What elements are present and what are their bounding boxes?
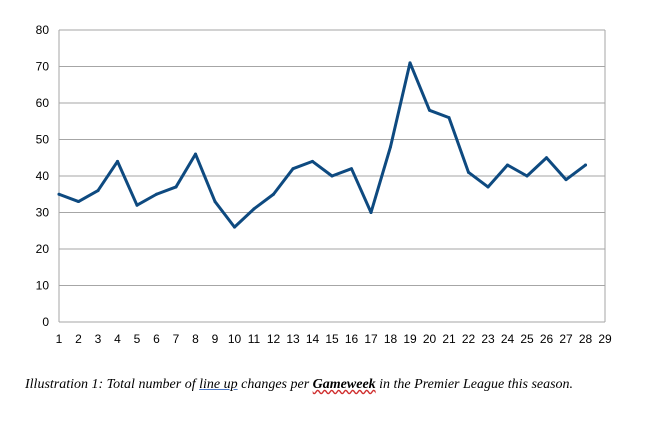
data-point [311,159,314,163]
data-point [467,170,470,174]
x-tick-label: 9 [212,332,219,346]
x-tick-label: 12 [267,332,281,346]
data-point [155,192,158,196]
data-point [272,192,275,196]
y-tick-label: 80 [36,23,50,37]
caption-underlined-1: line up [199,377,238,392]
y-tick-label: 20 [36,242,50,256]
x-tick-label: 18 [384,332,398,346]
x-tick-label: 15 [325,332,339,346]
x-tick-label: 16 [345,332,359,346]
data-point [428,108,431,112]
y-tick-label: 40 [36,169,50,183]
x-tick-label: 27 [559,332,573,346]
x-tick-label: 23 [481,332,495,346]
x-tick-label: 14 [306,332,320,346]
x-tick-label: 5 [134,332,141,346]
data-point [545,156,548,160]
y-tick-label: 0 [42,315,49,329]
x-tick-label: 20 [423,332,437,346]
data-point [330,174,334,178]
data-point [77,200,80,204]
x-tick-label: 7 [173,332,180,346]
series-lines [57,61,587,229]
data-point [408,61,412,65]
x-tick-label: 13 [286,332,300,346]
x-tick-label: 25 [520,332,534,346]
data-point [213,200,217,204]
data-point [233,225,236,229]
x-tick-label: 29 [598,332,612,346]
x-tick-label: 4 [114,332,121,346]
data-point [174,185,178,189]
x-tick-labels: 1 2 3 4 5 6 7 8 9 10 11 12 13 14 15 16 17 18 19 20 21 22 23 24 2… [56,332,612,346]
y-tick-label: 70 [36,60,50,74]
x-tick-label: 1 [56,332,63,346]
x-tick-label: 26 [540,332,554,346]
data-point [584,163,587,167]
x-tick-label: 17 [364,332,378,346]
x-tick-label: 24 [501,332,515,346]
x-tick-label: 22 [462,332,476,346]
data-point [564,178,568,182]
x-tick-label: 19 [403,332,417,346]
x-tick-label: 21 [442,332,456,346]
data-point [350,167,353,171]
caption-middle: changes per [237,377,313,392]
data-point [506,163,509,167]
series-line [57,61,587,229]
x-tick-label: 6 [153,332,160,346]
data-point [194,152,197,156]
x-tick-label: 8 [192,332,199,346]
data-point [369,211,373,214]
data-point [57,192,61,196]
x-tick-label: 28 [579,332,593,346]
data-point [252,207,256,211]
y-tick-label: 30 [36,206,50,220]
x-tick-label: 11 [248,332,261,346]
caption-suffix: in the Premier League this season. [375,377,574,392]
caption-underlined-2: Gameweek [312,377,376,392]
caption-prefix: Illustration 1: Total number of [25,377,200,392]
x-tick-label: 10 [228,332,242,346]
y-tick-label: 60 [36,96,50,110]
x-tick-label: 3 [95,332,102,346]
y-tick-label: 10 [36,279,50,293]
y-tick-label: 50 [36,133,50,147]
data-point [116,159,119,163]
data-point [486,185,490,189]
data-point [96,189,100,193]
data-point [447,116,451,120]
figure-caption: Illustration 1: Total number of line up … [25,375,625,394]
data-point [135,203,139,207]
data-point [291,167,295,171]
x-tick-label: 2 [75,332,82,346]
y-tick-labels: 0 10 20 30 40 50 60 70 80 [36,23,50,329]
data-point [525,174,529,178]
data-point [389,145,392,149]
